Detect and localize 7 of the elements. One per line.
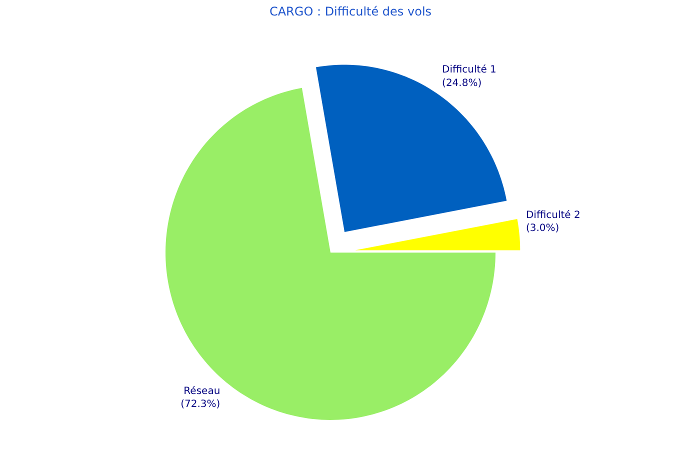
data-label: (3.0%) [526,222,560,234]
slice-label: Difficulté 2 [526,210,580,221]
data-label: (72.3%) [180,399,220,410]
slice-label: Réseau [184,386,220,397]
data-label: (24.8%) [442,78,482,89]
slice-label: Difficulté 1 [442,64,496,76]
chart-title: CARGO : Difficulté des vols [269,4,432,18]
